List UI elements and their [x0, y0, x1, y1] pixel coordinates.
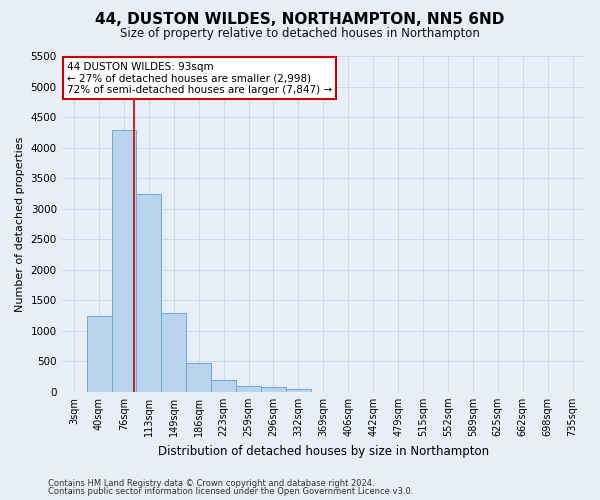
Bar [236, 386, 261, 392]
Bar [186, 363, 211, 392]
Y-axis label: Number of detached properties: Number of detached properties [15, 136, 25, 312]
Bar [211, 380, 236, 392]
Bar [112, 130, 136, 392]
X-axis label: Distribution of detached houses by size in Northampton: Distribution of detached houses by size … [158, 444, 489, 458]
Bar [161, 312, 186, 392]
Text: 44 DUSTON WILDES: 93sqm
← 27% of detached houses are smaller (2,998)
72% of semi: 44 DUSTON WILDES: 93sqm ← 27% of detache… [67, 62, 332, 94]
Text: Contains HM Land Registry data © Crown copyright and database right 2024.: Contains HM Land Registry data © Crown c… [48, 478, 374, 488]
Bar [136, 194, 161, 392]
Bar [86, 316, 112, 392]
Bar [261, 387, 286, 392]
Text: 44, DUSTON WILDES, NORTHAMPTON, NN5 6ND: 44, DUSTON WILDES, NORTHAMPTON, NN5 6ND [95, 12, 505, 28]
Text: Contains public sector information licensed under the Open Government Licence v3: Contains public sector information licen… [48, 487, 413, 496]
Bar [286, 389, 311, 392]
Text: Size of property relative to detached houses in Northampton: Size of property relative to detached ho… [120, 28, 480, 40]
